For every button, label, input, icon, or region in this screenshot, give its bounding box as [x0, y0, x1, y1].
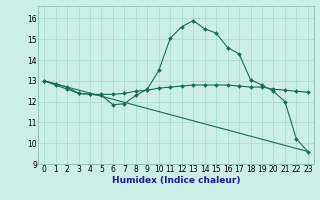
X-axis label: Humidex (Indice chaleur): Humidex (Indice chaleur) — [112, 176, 240, 185]
